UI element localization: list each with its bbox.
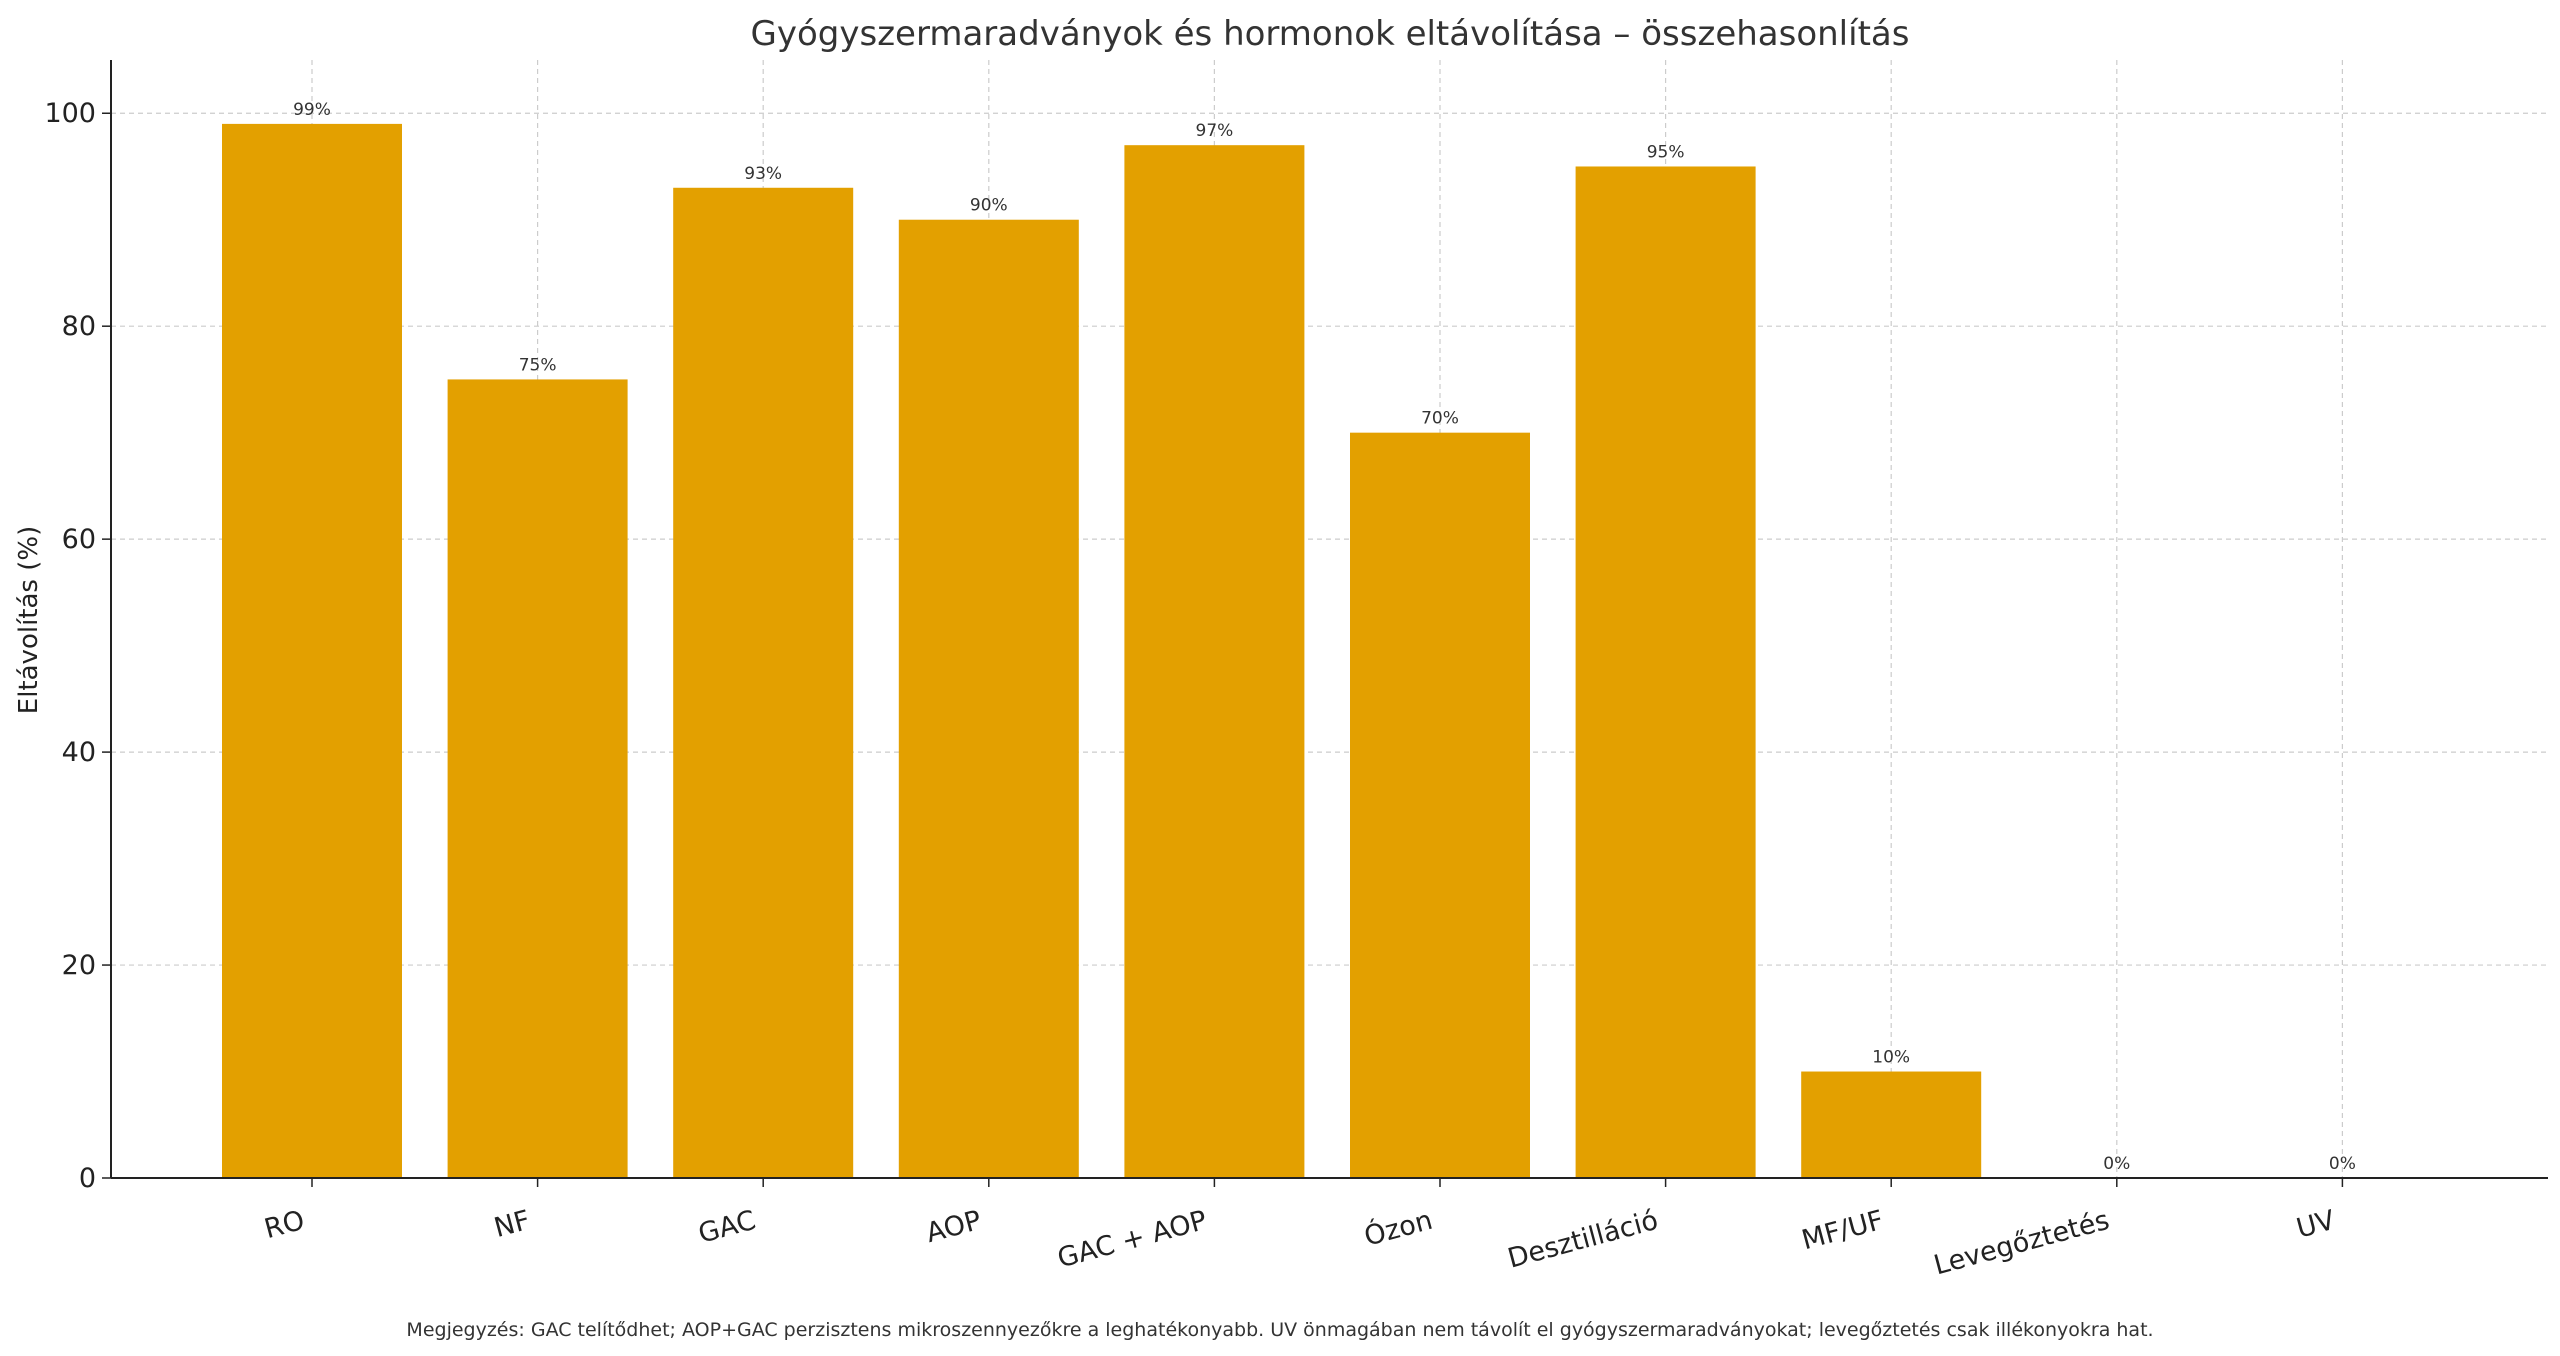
bar-value-label: 0%	[2103, 1154, 2130, 1174]
bar	[447, 379, 628, 1178]
bars-group	[222, 123, 1982, 1179]
bar-value-label: 97%	[1196, 121, 1234, 141]
y-axis-label: Eltávolítás (%)	[14, 526, 44, 714]
x-tick-label: NF	[491, 1205, 534, 1244]
bar	[1350, 432, 1530, 1179]
bar-value-label: 70%	[1421, 409, 1459, 429]
y-tick-label: 20	[62, 950, 96, 981]
x-tick-label: AOP	[923, 1205, 985, 1249]
x-tick-label: UV	[2293, 1205, 2338, 1245]
bar-value-label: 10%	[1872, 1048, 1910, 1068]
data-labels-group: 99% 75% 93% 90% 97% 70% 95% 10% 0% 0%	[293, 100, 2356, 1174]
axes-group	[110, 60, 2548, 1179]
y-ticks-group: 0 20 40 60 80 100	[44, 98, 111, 1194]
bar-value-label: 0%	[2329, 1154, 2356, 1174]
x-tick-label: Levegőztetés	[1931, 1205, 2113, 1282]
bar	[1575, 166, 1756, 1178]
x-tick-label: Desztilláció	[1504, 1205, 1661, 1275]
bar	[1801, 1071, 1982, 1178]
x-tick-label: GAC	[695, 1205, 759, 1250]
x-tick-label: GAC + AOP	[1054, 1205, 1210, 1275]
bar-value-label: 99%	[293, 100, 331, 120]
bar	[1124, 145, 1305, 1179]
bar-value-label: 93%	[744, 164, 782, 184]
y-tick-label: 0	[79, 1163, 96, 1194]
x-tick-label: Ózon	[1361, 1204, 1436, 1253]
bar-value-label: 75%	[519, 355, 557, 375]
y-tick-label: 60	[62, 524, 96, 555]
chart-title: Gyógyszermaradványok és hormonok eltávol…	[751, 14, 1910, 54]
y-tick-label: 80	[62, 311, 96, 342]
bar-value-label: 95%	[1647, 142, 1685, 162]
x-tick-label: RO	[261, 1205, 308, 1245]
bar	[222, 123, 402, 1178]
y-tick-label: 100	[44, 98, 96, 129]
y-tick-label: 40	[62, 737, 96, 768]
x-tick-label: MF/UF	[1799, 1205, 1887, 1256]
x-ticks-group: RO NF GAC AOP GAC + AOP Ózon Desztilláció MF/UF…	[261, 1178, 2344, 1282]
bar-value-label: 90%	[970, 196, 1008, 216]
bar	[673, 187, 854, 1178]
footnote: Megjegyzés: GAC telítődhet; AOP+GAC perz…	[406, 1319, 2153, 1341]
bar	[898, 219, 1079, 1178]
